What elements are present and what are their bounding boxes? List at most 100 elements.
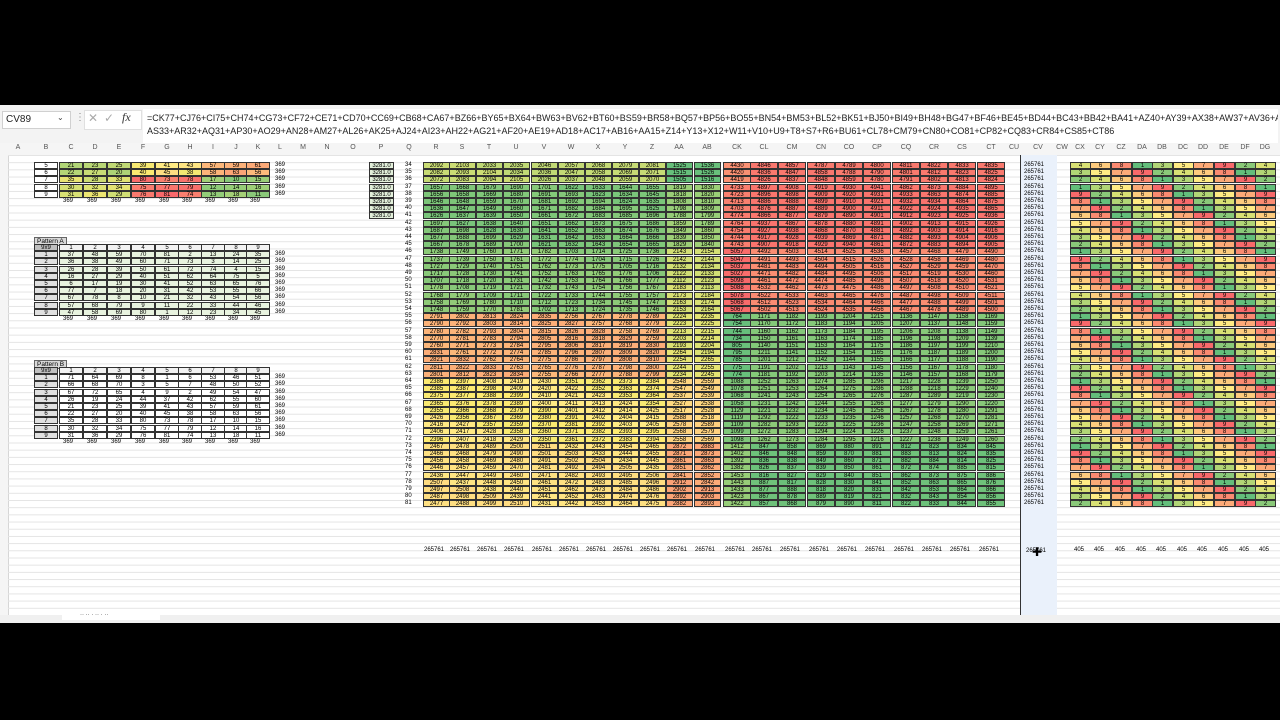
data-cell[interactable]: 4935: [948, 205, 976, 213]
cv-cell[interactable]: 265761: [1024, 205, 1045, 212]
grid-cell[interactable]: 55: [224, 287, 248, 295]
data-cell[interactable]: 2203: [666, 334, 693, 342]
pattern-cell[interactable]: 3: [1193, 450, 1214, 457]
data-cell[interactable]: 2811: [423, 363, 450, 371]
total-cell[interactable]: 265761: [922, 547, 943, 553]
grid-cell[interactable]: 62: [201, 395, 225, 403]
data-cell[interactable]: 4861: [863, 241, 891, 249]
data-cell[interactable]: 2193: [666, 342, 693, 349]
pattern-cell[interactable]: 7: [1193, 486, 1214, 493]
data-cell[interactable]: 1181: [750, 370, 778, 378]
pattern-cell[interactable]: 5: [1111, 313, 1132, 321]
data-cell[interactable]: 832: [892, 493, 920, 501]
data-cell[interactable]: 2433: [585, 450, 612, 457]
data-cell[interactable]: 1713: [558, 306, 585, 313]
data-cell[interactable]: 2035: [503, 162, 530, 169]
data-cell[interactable]: 881: [863, 450, 891, 457]
data-cell[interactable]: 2835: [531, 313, 558, 321]
data-cell[interactable]: 4733: [723, 183, 751, 191]
data-cell[interactable]: 1231: [750, 399, 778, 407]
data-cell[interactable]: 2912: [666, 478, 693, 486]
data-cell[interactable]: 2472: [558, 478, 585, 486]
data-cell[interactable]: 1720: [476, 277, 503, 285]
data-cell[interactable]: 4939: [807, 234, 835, 241]
row-sum[interactable]: 369: [275, 176, 286, 183]
data-cell[interactable]: 2873: [694, 450, 721, 457]
data-cell[interactable]: 1686: [639, 219, 666, 227]
row-label[interactable]: 6: [34, 169, 58, 177]
pattern-cell[interactable]: 5: [1235, 205, 1256, 213]
data-cell[interactable]: 2871: [666, 450, 693, 457]
data-cell[interactable]: 1629: [503, 234, 530, 241]
cv-cell[interactable]: 265761: [1024, 320, 1045, 327]
data-cell[interactable]: 4940: [835, 241, 863, 249]
pattern-cell[interactable]: 4: [1173, 493, 1194, 501]
data-cell[interactable]: 754: [723, 320, 751, 328]
pattern-cell[interactable]: 9: [1132, 363, 1153, 371]
data-cell[interactable]: 1666: [639, 234, 666, 241]
data-cell[interactable]: 4490: [977, 248, 1005, 256]
data-cell[interactable]: 1402: [723, 450, 751, 457]
data-cell[interactable]: 4486: [863, 284, 891, 292]
data-cell[interactable]: 2761: [449, 349, 476, 357]
row-label[interactable]: 7: [34, 176, 58, 184]
pattern-cell[interactable]: 7: [1132, 442, 1153, 450]
grid-cell[interactable]: 70: [131, 251, 155, 259]
grid-cell[interactable]: 50: [224, 381, 248, 389]
data-cell[interactable]: 1624: [612, 198, 639, 205]
data-cell[interactable]: 2462: [558, 486, 585, 493]
data-cell[interactable]: 2830: [639, 342, 666, 349]
column-header-dd[interactable]: DD: [1197, 144, 1209, 151]
data-cell[interactable]: 2786: [558, 356, 585, 364]
column-header-cm[interactable]: CM: [786, 144, 798, 151]
data-cell[interactable]: 2807: [585, 349, 612, 357]
pattern-cell[interactable]: 2: [1255, 435, 1276, 443]
data-cell[interactable]: 4848: [807, 176, 835, 184]
p-cell[interactable]: 3281.0: [369, 198, 394, 205]
column-header-t[interactable]: T: [486, 144, 492, 151]
total-cell[interactable]: 265761: [532, 547, 553, 553]
pattern-cell[interactable]: 9: [1090, 399, 1111, 407]
cv-cell[interactable]: 265761: [1024, 471, 1045, 478]
data-cell[interactable]: 2804: [503, 327, 530, 335]
data-cell[interactable]: 1840: [694, 241, 721, 249]
data-cell[interactable]: 1688: [449, 234, 476, 241]
pattern-cell[interactable]: 9: [1090, 464, 1111, 472]
row-sum[interactable]: 369: [275, 424, 286, 431]
pattern-cell[interactable]: 9: [1173, 457, 1194, 465]
pattern-cell[interactable]: 8: [1132, 435, 1153, 443]
data-cell[interactable]: 1781: [503, 306, 530, 313]
data-cell[interactable]: 1182: [778, 313, 806, 321]
column-header-y[interactable]: Y: [622, 144, 628, 151]
pattern-cell[interactable]: 1: [1235, 363, 1256, 371]
pattern-cell[interactable]: 8: [1173, 399, 1194, 407]
row-number[interactable]: 61: [405, 356, 412, 363]
data-cell[interactable]: 2072: [423, 176, 450, 184]
data-cell[interactable]: 820: [835, 486, 863, 493]
row-label[interactable]: 5: [34, 162, 58, 169]
pattern-cell[interactable]: 6: [1173, 414, 1194, 421]
data-cell[interactable]: 4928: [778, 234, 806, 241]
data-cell[interactable]: 825: [977, 457, 1005, 465]
data-cell[interactable]: 4934: [920, 198, 948, 205]
col-sum[interactable]: 369: [87, 439, 98, 445]
grid-cell[interactable]: 11: [155, 301, 179, 309]
data-cell[interactable]: 2354: [639, 399, 666, 407]
pattern-cell[interactable]: 5: [1111, 183, 1132, 191]
total-cell[interactable]: 265761: [894, 547, 915, 553]
data-cell[interactable]: 2507: [423, 478, 450, 486]
data-cell[interactable]: 1286: [863, 385, 891, 393]
pattern-cell[interactable]: 2: [1214, 471, 1235, 479]
cv-cell[interactable]: 265761: [1024, 421, 1045, 428]
data-cell[interactable]: 2254: [666, 356, 693, 364]
grid-cell[interactable]: 16: [246, 183, 270, 191]
total-cell[interactable]: 265761: [559, 547, 580, 553]
data-cell[interactable]: 1179: [977, 370, 1005, 378]
pattern-cell[interactable]: 3: [1214, 270, 1235, 277]
data-cell[interactable]: 1630: [503, 226, 530, 234]
pattern-cell[interactable]: 3: [1132, 212, 1153, 220]
grid-cell[interactable]: 78: [178, 176, 202, 184]
pattern-cell[interactable]: 3: [1214, 205, 1235, 213]
data-cell[interactable]: 1678: [449, 241, 476, 249]
data-cell[interactable]: 812: [892, 442, 920, 450]
